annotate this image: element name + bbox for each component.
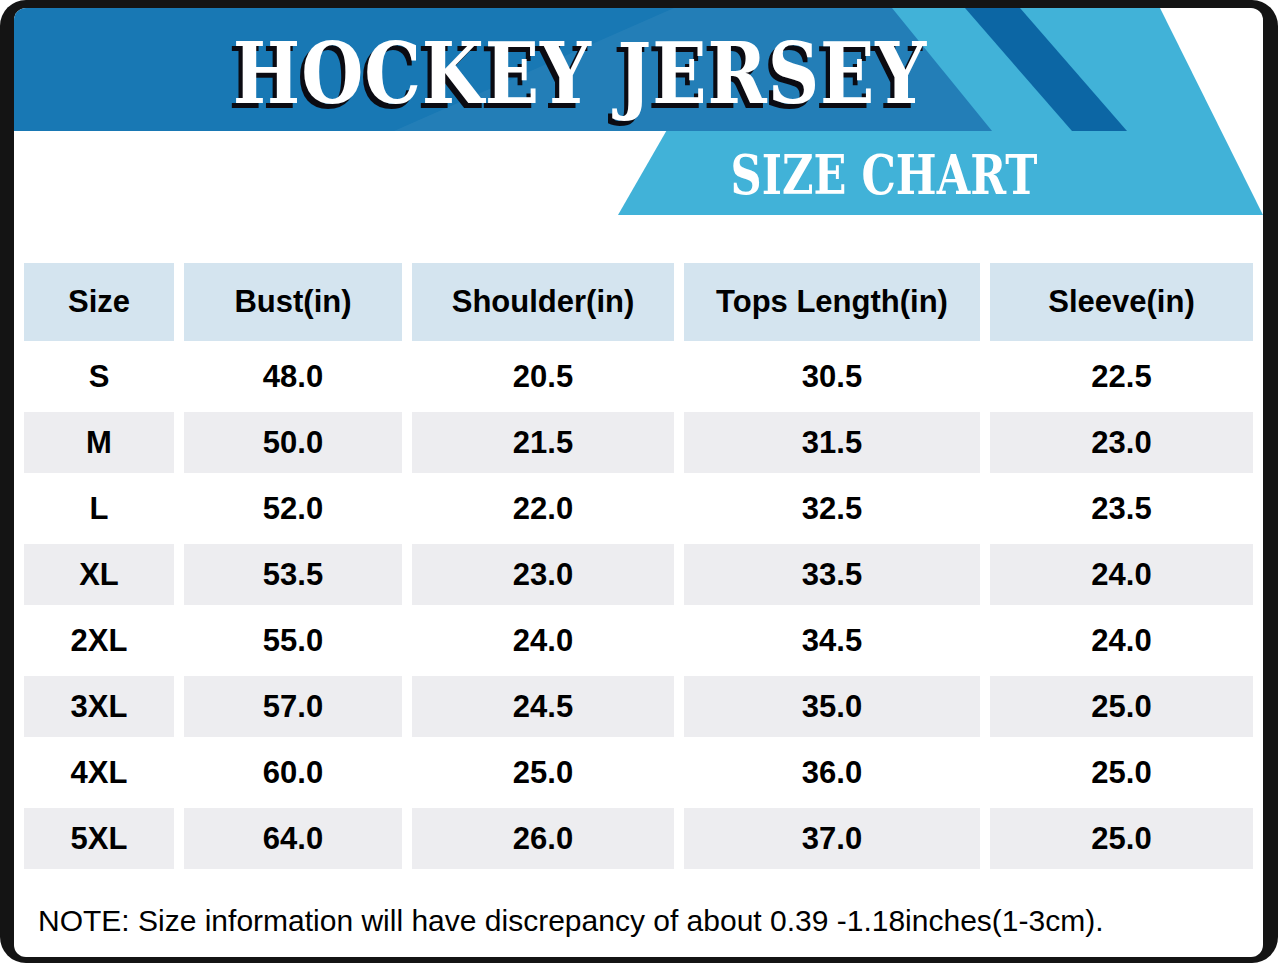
- size-label: 4XL: [24, 742, 174, 803]
- table-row-5xl: 5XL 64.0 26.0 37.0 25.0: [24, 808, 1253, 869]
- tops-length-value: 36.0: [684, 742, 980, 803]
- size-label: XL: [24, 544, 174, 605]
- size-table: Size Bust(in) Shoulder(in) Tops Length(i…: [14, 258, 1263, 874]
- size-label: 2XL: [24, 610, 174, 671]
- size-chart-card: HOCKEY JERSEY SIZE CHART Size Bust(in) S…: [14, 8, 1263, 957]
- bust-value: 55.0: [184, 610, 402, 671]
- size-label: M: [24, 412, 174, 473]
- sleeve-value: 23.0: [990, 412, 1253, 473]
- sleeve-value: 22.5: [990, 346, 1253, 407]
- size-table-body: S 48.0 20.5 30.5 22.5 M 50.0 21.5 31.5 2…: [24, 346, 1253, 869]
- table-row-m: M 50.0 21.5 31.5 23.0: [24, 412, 1253, 473]
- shoulder-value: 22.0: [412, 478, 674, 539]
- sleeve-value: 23.5: [990, 478, 1253, 539]
- column-header-sleeve: Sleeve(in): [990, 263, 1253, 341]
- table-row-2xl: 2XL 55.0 24.0 34.5 24.0: [24, 610, 1253, 671]
- column-header-shoulder: Shoulder(in): [412, 263, 674, 341]
- sleeve-value: 25.0: [990, 676, 1253, 737]
- sleeve-value: 25.0: [990, 742, 1253, 803]
- table-row-l: L 52.0 22.0 32.5 23.5: [24, 478, 1253, 539]
- tops-length-value: 34.5: [684, 610, 980, 671]
- black-frame: HOCKEY JERSEY SIZE CHART Size Bust(in) S…: [0, 0, 1278, 963]
- size-chart-label: SIZE CHART: [684, 146, 1084, 204]
- size-label: S: [24, 346, 174, 407]
- column-header-tops-length: Tops Length(in): [684, 263, 980, 341]
- size-label: 3XL: [24, 676, 174, 737]
- table-row-xl: XL 53.5 23.0 33.5 24.0: [24, 544, 1253, 605]
- size-label: 5XL: [24, 808, 174, 869]
- banner-title: HOCKEY JERSEY: [189, 30, 971, 118]
- table-row-4xl: 4XL 60.0 25.0 36.0 25.0: [24, 742, 1253, 803]
- sleeve-value: 24.0: [990, 610, 1253, 671]
- tops-length-value: 33.5: [684, 544, 980, 605]
- shoulder-value: 20.5: [412, 346, 674, 407]
- bust-value: 52.0: [184, 478, 402, 539]
- bust-value: 64.0: [184, 808, 402, 869]
- tops-length-value: 31.5: [684, 412, 980, 473]
- bust-value: 50.0: [184, 412, 402, 473]
- column-header-bust: Bust(in): [184, 263, 402, 341]
- shoulder-value: 24.5: [412, 676, 674, 737]
- bust-value: 57.0: [184, 676, 402, 737]
- column-header-size: Size: [24, 263, 174, 341]
- table-row-3xl: 3XL 57.0 24.5 35.0 25.0: [24, 676, 1253, 737]
- bust-value: 53.5: [184, 544, 402, 605]
- sleeve-value: 24.0: [990, 544, 1253, 605]
- bust-value: 60.0: [184, 742, 402, 803]
- shoulder-value: 23.0: [412, 544, 674, 605]
- tops-length-value: 35.0: [684, 676, 980, 737]
- shoulder-value: 25.0: [412, 742, 674, 803]
- tops-length-value: 32.5: [684, 478, 980, 539]
- note-text: NOTE: Size information will have discrep…: [38, 902, 1248, 940]
- size-table-header: Size Bust(in) Shoulder(in) Tops Length(i…: [24, 263, 1253, 341]
- bust-value: 48.0: [184, 346, 402, 407]
- shoulder-value: 26.0: [412, 808, 674, 869]
- size-label: L: [24, 478, 174, 539]
- header-row: Size Bust(in) Shoulder(in) Tops Length(i…: [24, 263, 1253, 341]
- shoulder-value: 21.5: [412, 412, 674, 473]
- tops-length-value: 30.5: [684, 346, 980, 407]
- table-row-s: S 48.0 20.5 30.5 22.5: [24, 346, 1253, 407]
- sleeve-value: 25.0: [990, 808, 1253, 869]
- tops-length-value: 37.0: [684, 808, 980, 869]
- shoulder-value: 24.0: [412, 610, 674, 671]
